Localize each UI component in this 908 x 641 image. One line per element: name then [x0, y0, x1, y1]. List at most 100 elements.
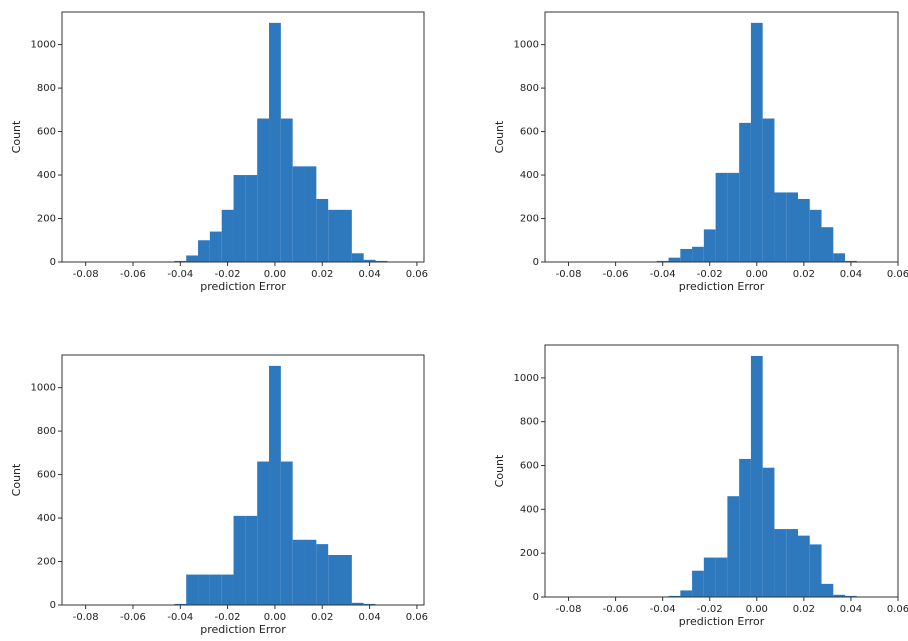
bar [750, 22, 763, 262]
x-tick-label: 0.04 [358, 269, 380, 280]
bar [221, 209, 234, 262]
bar [692, 570, 704, 597]
bar [198, 574, 210, 605]
bar [328, 209, 341, 262]
x-axis-label: prediction Error [679, 280, 765, 293]
x-tick-label: -0.02 [697, 269, 723, 280]
y-tick-label: 1000 [31, 383, 56, 394]
bar [727, 172, 740, 262]
x-tick-label: 0.06 [406, 269, 428, 280]
bar [375, 260, 388, 262]
bar [280, 118, 293, 263]
x-tick-label: -0.08 [73, 269, 99, 280]
x-tick-label: -0.04 [650, 269, 676, 280]
x-tick-label: 0.06 [887, 604, 908, 615]
bar [304, 539, 317, 605]
y-tick-label: 200 [520, 548, 539, 559]
x-tick-label: 0.04 [840, 604, 862, 615]
bar [351, 253, 364, 262]
x-tick-label: 0.06 [887, 269, 908, 280]
plot-frame [544, 11, 899, 263]
bar [703, 557, 716, 597]
x-tick-label: 0.02 [311, 269, 333, 280]
y-tick-label: 600 [520, 127, 539, 138]
x-tick-label: -0.06 [120, 269, 146, 280]
bar [316, 198, 329, 262]
bar [786, 529, 798, 597]
x-tick-label: 0.04 [840, 269, 862, 280]
x-axis-label: prediction Error [679, 615, 765, 628]
x-tick-label: -0.04 [167, 612, 193, 623]
x-tick-label: 0.02 [793, 269, 815, 280]
bar [316, 544, 329, 605]
bar [797, 198, 810, 262]
x-tick-label: -0.08 [556, 269, 582, 280]
x-tick-label: -0.04 [167, 269, 193, 280]
plot-frame [61, 11, 425, 263]
bar [762, 118, 775, 263]
x-tick-label: 0.00 [746, 604, 768, 615]
x-tick-label: 0.04 [358, 612, 380, 623]
bar [797, 535, 810, 597]
x-tick-label: -0.02 [215, 269, 241, 280]
y-tick-label: 800 [37, 426, 56, 437]
bar [245, 515, 258, 605]
bar [233, 175, 246, 262]
x-tick-label: 0.06 [406, 612, 428, 623]
y-axis-label: Count [10, 463, 23, 496]
bar [680, 248, 693, 262]
bar [821, 583, 834, 597]
x-tick-label: -0.02 [697, 604, 723, 615]
bar [280, 461, 293, 605]
x-tick-label: -0.08 [73, 612, 99, 623]
y-tick-label: 0 [533, 257, 539, 268]
x-tick-label: -0.08 [556, 604, 582, 615]
y-tick-label: 0 [50, 600, 56, 611]
bar [703, 229, 716, 262]
y-tick-label: 0 [533, 592, 539, 603]
bar [198, 240, 210, 262]
bar [340, 555, 352, 605]
bar [233, 515, 246, 605]
bar [668, 257, 681, 262]
y-tick-label: 400 [37, 513, 56, 524]
bar [680, 590, 693, 597]
bar [821, 227, 834, 262]
bar [174, 603, 187, 605]
y-tick-label: 200 [520, 214, 539, 225]
y-tick-label: 1000 [31, 40, 56, 51]
x-axis-label: prediction Error [200, 280, 286, 293]
y-tick-label: 800 [520, 417, 539, 428]
bar [715, 172, 728, 262]
bar [174, 260, 187, 262]
bar [750, 355, 763, 597]
bar [209, 574, 222, 605]
y-tick-label: 400 [520, 504, 539, 515]
x-tick-label: -0.06 [120, 612, 146, 623]
y-tick-label: 400 [520, 170, 539, 181]
bar [363, 603, 376, 605]
y-tick-label: 600 [520, 461, 539, 472]
bar [340, 209, 352, 262]
y-tick-label: 600 [37, 127, 56, 138]
x-tick-label: -0.04 [650, 604, 676, 615]
bar [269, 22, 281, 262]
y-tick-label: 400 [37, 170, 56, 181]
bar [209, 231, 222, 262]
x-tick-label: -0.06 [603, 269, 629, 280]
y-tick-label: 0 [50, 257, 56, 268]
bar [774, 192, 787, 262]
plot-frame [544, 344, 899, 598]
bar [786, 192, 798, 262]
bar [292, 166, 305, 262]
bar [833, 594, 846, 597]
bar [739, 458, 751, 597]
bar [809, 209, 822, 262]
bar [363, 259, 376, 262]
bar [668, 595, 681, 597]
y-tick-label: 1000 [514, 373, 539, 384]
y-tick-label: 1000 [514, 40, 539, 51]
bar [845, 595, 857, 597]
bar [245, 175, 258, 262]
x-tick-label: 0.02 [311, 612, 333, 623]
